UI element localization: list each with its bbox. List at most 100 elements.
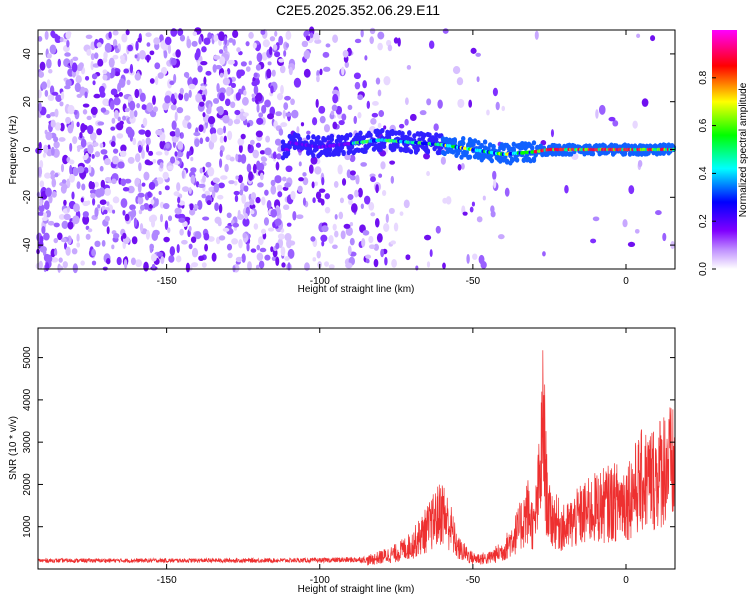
spectrogram-cell	[194, 138, 200, 148]
spectrogram-cell	[188, 243, 193, 250]
spectrogram-cell	[60, 91, 65, 100]
spectrogram-cell	[44, 30, 49, 40]
spectrogram-cell	[41, 81, 48, 90]
spectrogram-cell	[253, 85, 259, 95]
spectrogram-cell	[245, 66, 251, 72]
spectrogram-cell	[63, 213, 71, 221]
spectrogram-cell	[362, 230, 370, 236]
spectrogram-cell	[152, 158, 157, 164]
spectrogram-cell	[368, 235, 374, 244]
spectrogram-cell	[176, 106, 184, 114]
spectrogram-cell	[493, 179, 497, 189]
spectrogram-cell	[227, 59, 235, 65]
spectrogram-cell	[238, 69, 246, 77]
spectrogram-cell	[54, 249, 58, 256]
spectrogram-cell	[319, 68, 323, 76]
spectrogram-cell	[257, 182, 264, 188]
spectrogram-cell	[360, 162, 368, 167]
spectrogram-cell	[442, 262, 446, 270]
spectrogram-ridge-cell	[322, 137, 328, 143]
spectrogram-cell	[264, 189, 269, 196]
spectrogram-cell	[102, 69, 108, 74]
spectrogram-cell	[271, 256, 277, 262]
spectrogram-cell	[72, 56, 79, 62]
spectrogram-cell	[157, 72, 164, 79]
spectrogram-cell	[282, 109, 286, 119]
spectrogram-cell	[183, 71, 190, 78]
spectrogram-cell	[233, 119, 241, 125]
spectrogram-cell	[111, 155, 119, 165]
spectrogram-cell	[409, 113, 417, 122]
spectrogram-ridge-cell	[442, 150, 447, 157]
spectrogram-cell	[229, 156, 235, 162]
spectrogram-cell	[84, 75, 90, 81]
spectrogram-cell	[203, 37, 211, 45]
spectrogram-cell	[264, 99, 271, 108]
spectrogram-cell	[220, 175, 228, 180]
spectrogram-cell	[424, 234, 432, 241]
spectrogram-ridge-cell	[354, 132, 360, 138]
spectrogram-ridge-cell	[412, 133, 417, 139]
spectrogram-cell	[259, 247, 267, 253]
spectrogram-cell	[150, 253, 157, 262]
spectrogram-cell	[71, 191, 75, 200]
spectrogram-cell	[199, 167, 203, 174]
spectrogram-ridge-cell	[405, 147, 410, 153]
spectrogram-cell	[46, 58, 52, 69]
spectrogram-cell	[134, 72, 142, 81]
spectrogram-cell	[78, 62, 84, 69]
spectrogram-cell	[226, 67, 231, 75]
spectrogram-cell	[253, 72, 258, 78]
spectrogram-cell	[94, 151, 101, 158]
spectrogram-cell	[325, 43, 331, 48]
spectrogram-ridge-cell	[538, 143, 543, 149]
spectrogram-cell	[89, 132, 97, 141]
spectrogram-cell	[380, 248, 385, 258]
spectrogram-cell	[240, 61, 247, 67]
spectrogram-cell	[130, 257, 136, 266]
spectrogram-cell	[202, 112, 206, 118]
spectrogram-cell	[204, 243, 209, 252]
spectrogram-cell	[112, 148, 119, 154]
spectrogram-cell	[373, 258, 379, 268]
spectrogram-cell	[67, 221, 74, 230]
snr-y-tick-label: 3000	[22, 431, 33, 454]
spectrogram-cell	[129, 109, 135, 120]
spectrogram-cell	[198, 36, 202, 45]
spectrogram-cell	[264, 254, 271, 261]
spectrogram-ridge-cell	[437, 149, 442, 155]
spectrogram-cell	[282, 186, 289, 191]
spectrogram-cell	[232, 222, 240, 228]
spectrogram-cell	[176, 182, 181, 192]
spectrogram-cell	[170, 57, 177, 66]
spectrogram-cell	[134, 153, 141, 163]
spectrogram-cell	[241, 96, 249, 106]
spectrogram-cell	[117, 161, 125, 169]
spectrogram-cell	[53, 222, 60, 228]
spectrogram-cell	[114, 48, 120, 54]
spectrogram-cell	[37, 89, 42, 99]
spectrogram-y-tick-label: 0	[22, 146, 33, 152]
snr-y-tick-label: 2000	[22, 473, 33, 496]
spectrogram-cell	[50, 30, 56, 38]
spectrogram-cell	[318, 105, 326, 114]
spectrogram-cell	[178, 200, 185, 206]
spectrogram-cell	[178, 92, 184, 101]
spectrogram-cell	[80, 197, 84, 203]
spectrogram-cell	[250, 192, 257, 200]
spectrogram-cell	[482, 195, 486, 201]
spectrogram-cell	[45, 262, 50, 272]
spectrogram-cell	[74, 82, 81, 93]
spectrogram-cell	[51, 257, 59, 263]
spectrogram-cell	[53, 141, 60, 149]
spectrogram-cell	[91, 248, 96, 257]
spectrogram-cell	[321, 225, 329, 233]
spectrogram-ridge-cell	[425, 149, 431, 155]
spectrogram-cell	[109, 100, 115, 111]
spectrogram-cell	[285, 42, 290, 48]
spectrogram-cell	[227, 252, 233, 259]
spectrogram-cell	[315, 191, 322, 200]
spectrogram-cell	[201, 46, 207, 53]
spectrogram-cell	[322, 51, 330, 58]
